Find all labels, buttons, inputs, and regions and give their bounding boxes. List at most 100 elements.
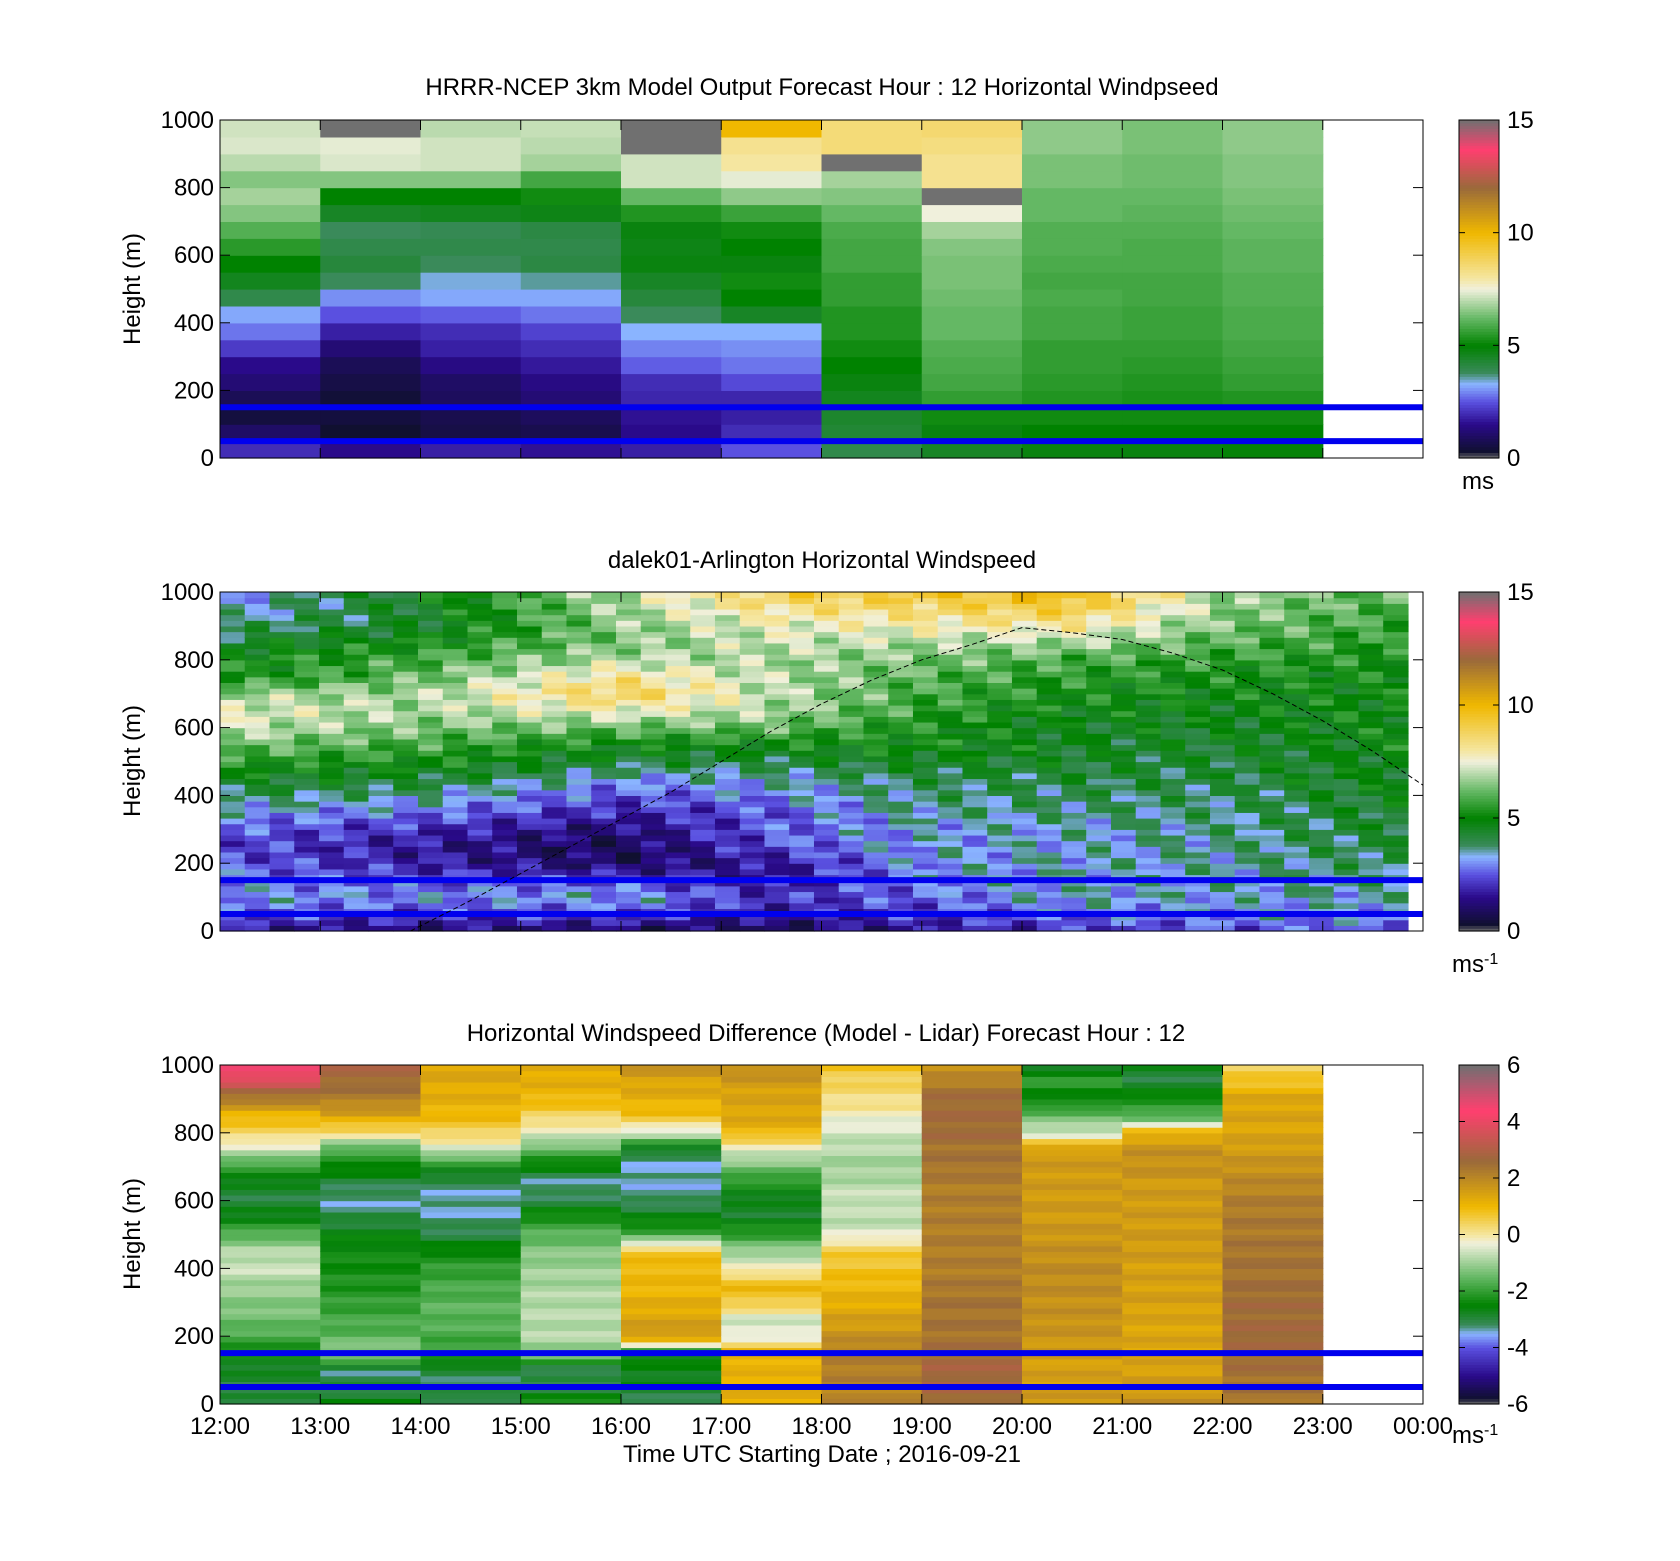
heatmap-cell <box>244 727 271 734</box>
heatmap-cell <box>721 1127 823 1134</box>
heatmap-cell <box>1222 407 1324 425</box>
heatmap-cell <box>467 806 493 813</box>
heatmap-cell <box>888 846 914 853</box>
heatmap-cell <box>420 1392 522 1399</box>
heatmap-cell <box>1022 238 1123 256</box>
heatmap-cell <box>1234 846 1261 853</box>
heatmap-cell <box>269 863 295 870</box>
heatmap-cell <box>937 801 964 808</box>
heatmap-cell <box>921 153 1023 172</box>
heatmap-cell <box>1036 716 1063 723</box>
heatmap-cell <box>1383 705 1409 712</box>
heatmap-cell <box>1222 238 1324 256</box>
heatmap-cell <box>1222 221 1324 239</box>
heatmap-cell <box>987 767 1013 774</box>
heatmap-cell <box>1234 721 1261 729</box>
heatmap-cell <box>1284 710 1310 717</box>
colorbar-segment <box>1459 393 1499 397</box>
heatmap-cell <box>888 755 914 763</box>
heatmap-cell <box>393 603 419 610</box>
heatmap-cell <box>1135 654 1162 661</box>
heatmap-cell <box>640 818 667 825</box>
heatmap-cell <box>665 823 691 830</box>
heatmap-cell <box>420 153 522 172</box>
heatmap-cell <box>937 608 964 616</box>
heatmap-cell <box>1160 603 1186 610</box>
heatmap-cell <box>1222 1268 1324 1275</box>
heatmap-cell <box>220 1370 321 1377</box>
heatmap-cell <box>721 1138 823 1145</box>
heatmap-cell <box>1122 1319 1224 1326</box>
heatmap-cell <box>615 625 642 633</box>
heatmap-cell <box>863 727 889 734</box>
heatmap-cell <box>912 806 939 813</box>
heatmap-cell <box>368 642 394 650</box>
heatmap-cell <box>1284 676 1310 683</box>
heatmap-cell <box>888 897 914 904</box>
heatmap-cell <box>420 1319 522 1326</box>
heatmap-cell <box>1122 1189 1224 1196</box>
heatmap-cell <box>368 812 394 819</box>
heatmap-cell <box>1160 682 1186 689</box>
heatmap-cell <box>1036 597 1063 604</box>
heatmap-cell <box>442 823 469 830</box>
heatmap-cell <box>937 654 964 661</box>
heatmap-cell <box>269 880 295 887</box>
colorbar-segment <box>1459 702 1499 706</box>
heatmap-cell <box>714 880 741 887</box>
colorbar-tick-label: 10 <box>1507 220 1534 247</box>
heatmap-cell <box>1022 1065 1123 1072</box>
heatmap-cell <box>640 710 667 717</box>
heatmap-cell <box>888 597 914 604</box>
heatmap-cell <box>516 863 543 870</box>
heatmap-cell <box>912 727 939 734</box>
heatmap-cell <box>269 885 295 893</box>
heatmap-cell <box>721 1296 823 1303</box>
heatmap-cell <box>1160 710 1186 717</box>
heatmap-cell <box>541 744 568 751</box>
heatmap-cell <box>921 1279 1023 1286</box>
heatmap-cell <box>739 868 766 876</box>
heatmap-cell <box>615 801 642 808</box>
heatmap-cell <box>921 1076 1023 1083</box>
heatmap-cell <box>714 744 741 751</box>
heatmap-cell <box>244 851 271 859</box>
heatmap-cell <box>1234 659 1261 667</box>
heatmap-cell <box>1011 671 1038 678</box>
heatmap-cell <box>420 1262 522 1269</box>
heatmap-cell <box>921 1375 1023 1382</box>
heatmap-cell <box>1011 868 1038 876</box>
heatmap-cell <box>220 614 246 621</box>
heatmap-cell <box>294 880 320 887</box>
heatmap-cell <box>690 919 716 926</box>
heatmap-cell <box>640 863 667 870</box>
heatmap-cell <box>467 778 493 785</box>
heatmap-cell <box>417 891 444 898</box>
heatmap-cell <box>591 857 617 864</box>
heatmap-cell <box>417 654 444 661</box>
heatmap-cell <box>821 204 923 222</box>
heatmap-cell <box>368 885 394 893</box>
heatmap-cell <box>420 1161 522 1168</box>
heatmap-cell <box>1209 891 1236 898</box>
heatmap-cell <box>739 812 766 819</box>
heatmap-cell <box>764 914 790 921</box>
colorbar-segment <box>1459 654 1499 658</box>
heatmap-cell <box>1036 778 1063 785</box>
heatmap-cell <box>318 834 345 842</box>
heatmap-cell <box>420 1081 522 1089</box>
heatmap-cell <box>1234 744 1261 751</box>
heatmap-cell <box>912 744 939 751</box>
heatmap-cell <box>821 1313 923 1320</box>
heatmap-cell <box>541 671 568 678</box>
heatmap-cell <box>690 897 716 904</box>
heatmap-cell <box>813 863 840 870</box>
heatmap-cell <box>937 682 964 689</box>
heatmap-cell <box>863 885 889 893</box>
heatmap-cell <box>1284 693 1310 700</box>
heatmap-cell <box>838 880 865 887</box>
heatmap-cell <box>492 840 518 847</box>
heatmap-cell <box>1086 812 1112 819</box>
colorbar-segment <box>1459 685 1499 689</box>
